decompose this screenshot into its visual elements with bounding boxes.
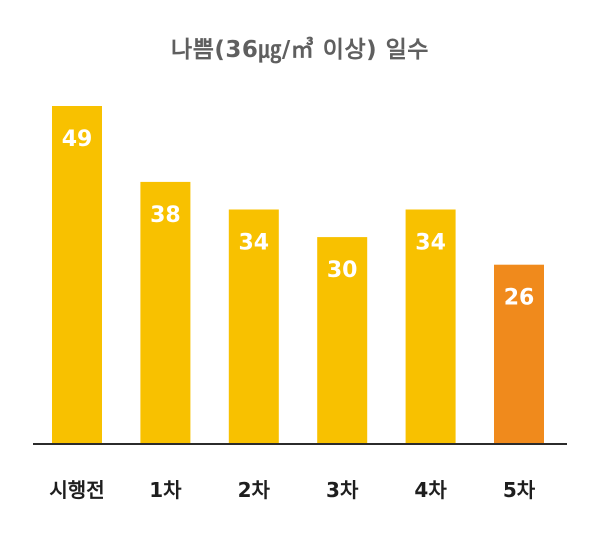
bar-6 [494,264,544,444]
data-label-3: 34 [238,231,269,256]
category-label-2: 1차 [149,478,182,502]
category-label-3: 2차 [238,478,271,502]
data-label-1: 49 [62,127,93,152]
data-label-6: 26 [504,286,535,311]
category-label-6: 5차 [503,478,536,502]
chart-title: 나쁨(36㎍/㎥ 이상) 일수 [171,37,429,63]
bar-5 [405,209,456,444]
bar-1 [52,106,102,444]
value-labels-layer: 49 38 34 30 34 26 [62,127,535,311]
category-label-5: 4차 [414,478,447,502]
data-label-5: 34 [415,231,446,256]
bar-3 [228,209,279,444]
data-label-2: 38 [150,203,181,228]
bars-layer [52,106,544,444]
category-label-4: 3차 [326,478,359,502]
bar-4 [317,237,368,444]
data-label-4: 30 [327,258,358,283]
bar-2 [140,181,191,444]
category-label-1: 시행전 [49,478,104,502]
category-labels-layer: 시행전 1차 2차 3차 4차 5차 [49,478,535,502]
